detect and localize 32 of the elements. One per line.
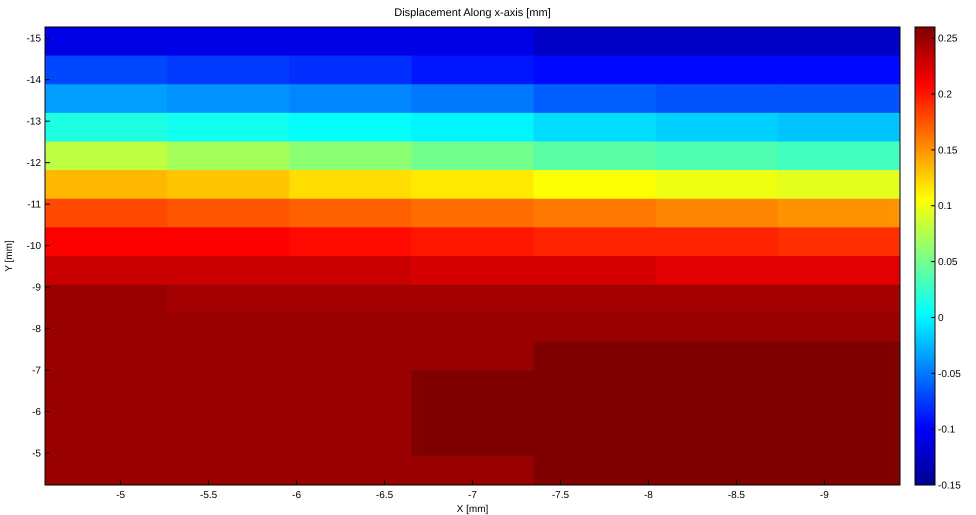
- y-tick-label: -14: [26, 75, 42, 86]
- y-tick-label: -7: [32, 366, 42, 377]
- color-bar-label: 0.2: [938, 90, 952, 101]
- y-axis-title: Y [mm]: [4, 240, 15, 272]
- x-tick-label: -6: [292, 490, 302, 501]
- y-tick-label: -8: [32, 324, 42, 336]
- y-tick-label: -11: [27, 200, 42, 211]
- y-tick-label: -12: [26, 158, 42, 170]
- x-tick-label: -6.5: [376, 490, 394, 501]
- x-tick-label: -7.5: [552, 490, 570, 501]
- y-tick-label: -10: [26, 241, 42, 252]
- y-tick-label: -5: [32, 448, 42, 460]
- color-bar-label: -0.1: [938, 424, 956, 436]
- x-tick-label: -7: [468, 490, 478, 501]
- color-bar-label: -0.15: [938, 480, 962, 492]
- x-axis-title: X [mm]: [456, 504, 489, 515]
- y-tick-label: -6: [32, 407, 42, 418]
- color-bar-label: 0.15: [938, 145, 958, 156]
- x-tick-label: -5.5: [200, 490, 218, 501]
- chart-title: Displacement Along x-axis [mm]: [394, 7, 551, 19]
- x-tick-label: -8: [644, 490, 654, 501]
- color-bar-label: 0: [938, 312, 944, 324]
- color-bar-label: -0.05: [938, 368, 962, 380]
- x-tick-label: -9: [820, 490, 830, 501]
- x-tick-label: -8.5: [728, 490, 746, 501]
- y-tick-label: -9: [32, 282, 42, 294]
- color-bar-label: 0.25: [938, 34, 958, 45]
- y-tick-label: -13: [26, 116, 42, 128]
- x-tick-label: -5: [116, 490, 126, 501]
- color-bar-label: 0.1: [938, 201, 952, 212]
- color-bar-label: 0.05: [938, 257, 958, 268]
- y-tick-label: -15: [26, 34, 42, 45]
